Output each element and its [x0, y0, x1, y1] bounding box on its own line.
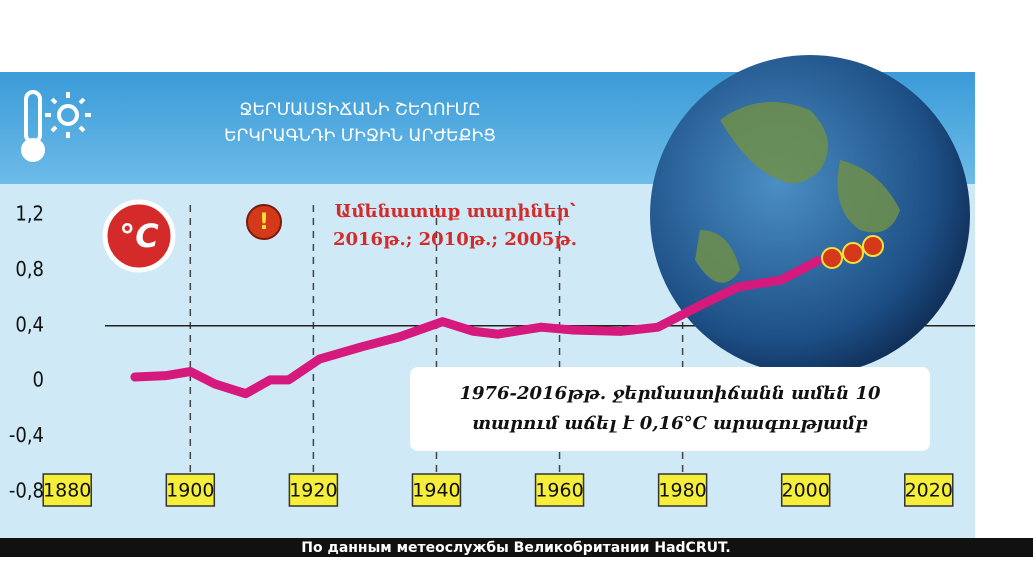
unit-badge-text: °C	[119, 217, 159, 255]
x-tick-label: 1880	[43, 480, 91, 502]
x-tick-label: 2000	[782, 480, 830, 502]
chart: ՋԵՐՄԱՍՏԻՃԱՆԻ ՇԵՂՈՒՄԸ ԵՐԿՐԱԳՆԴԻ ՄԻՋԻՆ ԱՐԺ…	[0, 0, 1033, 557]
note-text: 1976-2016թթ. ջերմաստիճանն ամեն 10	[459, 383, 881, 404]
y-tick-label: -0,4	[9, 423, 44, 447]
warning-icon-mark: !	[259, 210, 269, 235]
y-tick-label: 0,4	[15, 312, 44, 336]
note-text: տարում աճել է 0,16°C արագությամբ	[472, 413, 868, 434]
annotation: 2016թ.; 2010թ.; 2005թ.	[333, 229, 577, 250]
x-tick-label: 1920	[289, 480, 337, 502]
x-tick-label: 1940	[412, 480, 460, 502]
note-box	[410, 367, 930, 451]
globe	[650, 55, 970, 375]
x-tick-label: 1980	[658, 480, 706, 502]
y-tick-label: -0,8	[9, 479, 44, 503]
title-line: ԵՐԿՐԱԳՆԴԻ ՄԻՋԻՆ ԱՐԺԵՔԻՑ	[224, 126, 496, 146]
x-tick-label: 2020	[905, 480, 953, 502]
source: По данным метеослужбы Великобритании Had…	[301, 540, 730, 556]
y-tick-label: 0,8	[15, 257, 44, 281]
x-tick-label: 1960	[535, 480, 583, 502]
title-line: ՋԵՐՄԱՍՏԻՃԱՆԻ ՇԵՂՈՒՄԸ	[239, 100, 480, 120]
annotation: Ամենատաք տարիներ՝	[335, 201, 576, 222]
y-tick-label: 0	[33, 368, 44, 392]
y-tick-label: 1,2	[15, 202, 44, 226]
x-tick-label: 1900	[166, 480, 214, 502]
